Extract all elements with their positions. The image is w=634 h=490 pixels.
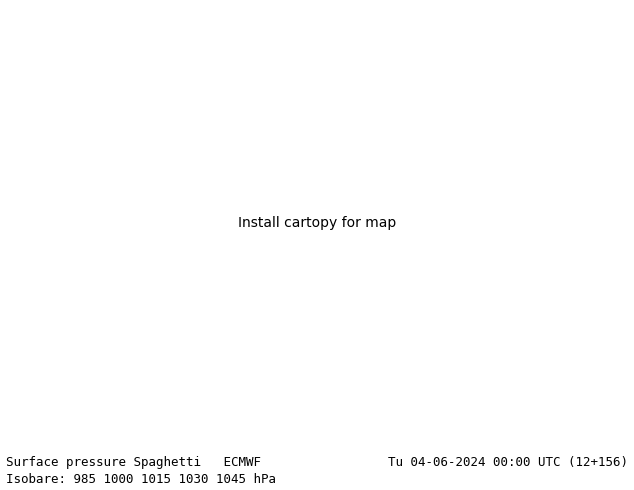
Text: Tu 04-06-2024 00:00 UTC (12+156): Tu 04-06-2024 00:00 UTC (12+156) [387, 456, 628, 468]
Text: Isobare: 985 1000 1015 1030 1045 hPa: Isobare: 985 1000 1015 1030 1045 hPa [6, 472, 276, 486]
Text: Surface pressure Spaghetti   ECMWF: Surface pressure Spaghetti ECMWF [6, 456, 261, 468]
Text: Install cartopy for map: Install cartopy for map [238, 216, 396, 230]
